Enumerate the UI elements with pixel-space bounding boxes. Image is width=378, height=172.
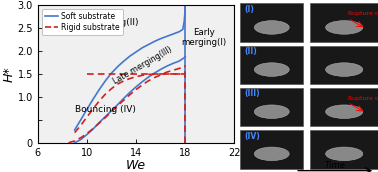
Bar <box>240 46 304 84</box>
Bar <box>310 130 378 169</box>
Ellipse shape <box>325 21 363 34</box>
Text: Time: Time <box>325 161 345 170</box>
Ellipse shape <box>325 105 363 119</box>
X-axis label: We: We <box>126 159 146 172</box>
Text: (III): (III) <box>244 89 260 98</box>
Bar <box>240 88 304 126</box>
Legend: Soft substrate, Rigid substrate: Soft substrate, Rigid substrate <box>42 9 123 35</box>
Bar <box>240 130 304 169</box>
Text: Early
merging(I): Early merging(I) <box>181 28 226 47</box>
Ellipse shape <box>254 21 289 34</box>
Ellipse shape <box>325 63 363 76</box>
Ellipse shape <box>325 147 363 161</box>
Text: (I): (I) <box>244 5 254 14</box>
Y-axis label: H*: H* <box>3 66 16 82</box>
Ellipse shape <box>254 147 289 161</box>
Ellipse shape <box>254 63 289 76</box>
Text: Bouncing(II): Bouncing(II) <box>84 18 139 27</box>
Text: Rupture of gas layer: Rupture of gas layer <box>348 11 378 16</box>
Text: (II): (II) <box>244 47 257 56</box>
Text: Rupture of gas layer: Rupture of gas layer <box>348 96 378 101</box>
Bar <box>310 46 378 84</box>
Text: (IV): (IV) <box>244 132 260 141</box>
Text: Bouncing (IV): Bouncing (IV) <box>75 105 136 114</box>
Bar <box>310 3 378 42</box>
Ellipse shape <box>254 105 289 119</box>
Bar <box>310 88 378 126</box>
Text: Late merging(III): Late merging(III) <box>111 45 174 86</box>
Bar <box>240 3 304 42</box>
